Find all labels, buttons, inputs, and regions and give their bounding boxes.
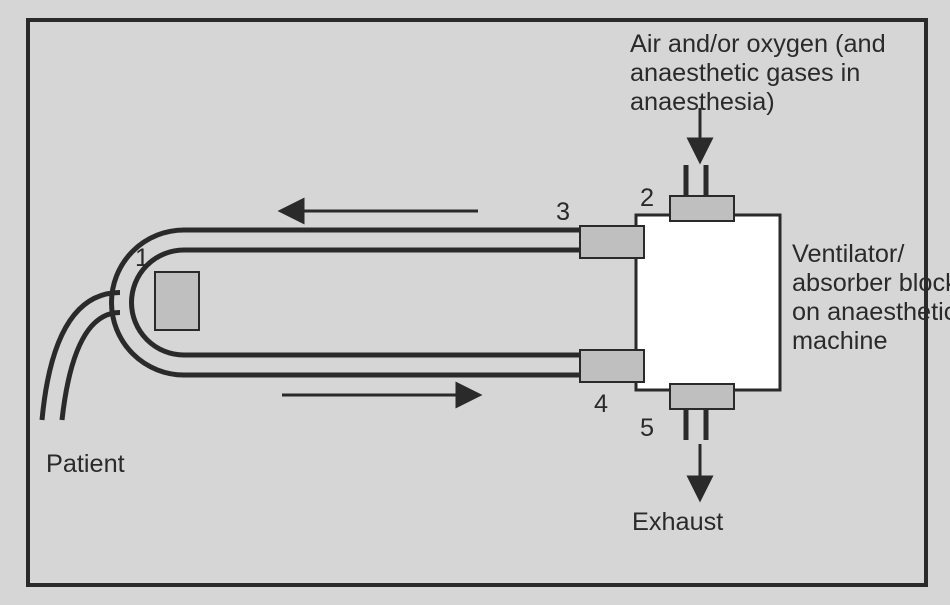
label-gas-input: Air and/or oxygen (and anaesthetic gases… — [630, 30, 886, 117]
diagram-canvas: 1 2 3 4 5 Patient Exhaust Air and/or oxy… — [0, 0, 950, 605]
connector-c3 — [580, 226, 644, 258]
label-num-4: 4 — [594, 390, 608, 419]
connector-c2 — [670, 196, 734, 221]
connector-c4 — [580, 350, 644, 382]
label-exhaust: Exhaust — [632, 508, 723, 537]
label-num-5: 5 — [640, 414, 654, 443]
label-num-3: 3 — [556, 198, 570, 227]
connector-c1 — [155, 272, 199, 330]
label-num-1: 1 — [135, 244, 149, 273]
label-patient: Patient — [46, 450, 125, 479]
connector-c5 — [670, 384, 734, 409]
patient-tube-inner — [62, 313, 120, 421]
label-ventilator-block: Ventilator/ absorber block on anaestheti… — [792, 240, 950, 356]
patient-tube-outer — [42, 293, 120, 421]
ventilator-block — [636, 215, 780, 390]
label-num-2: 2 — [640, 184, 654, 213]
tube-inner — [132, 250, 637, 355]
